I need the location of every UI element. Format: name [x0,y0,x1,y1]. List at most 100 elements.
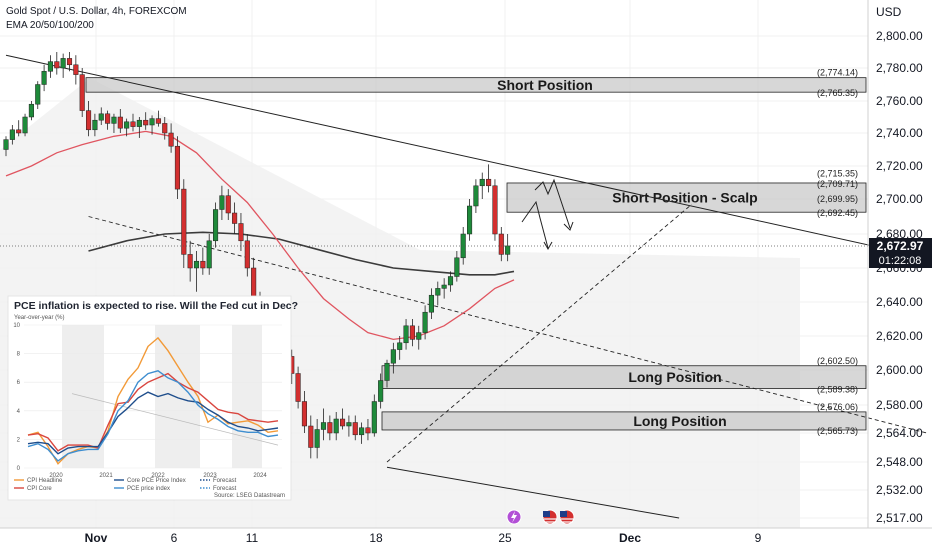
candle [105,110,111,130]
time-tick-label: 9 [755,531,762,545]
candle [47,55,54,78]
candle [479,172,485,199]
price-tick-label: 2,517.00 [876,511,923,525]
candle [320,408,327,441]
trendlines [5,54,927,519]
candle [124,118,130,137]
zone-price-label: (2,699.95) [817,194,858,204]
candle [301,391,307,433]
candle [111,113,117,133]
candle [54,52,60,75]
candle [371,394,377,437]
candle [352,415,358,441]
candle [333,412,339,441]
candle [9,125,15,145]
candle [340,408,346,430]
inset-x-tick: 2022 [151,473,165,479]
candle [22,113,28,137]
last-price-box [869,238,932,268]
inset-legend-label: PCE price index [127,486,170,492]
candle [136,117,142,138]
inset-legend-label: CPI Headline [27,478,63,484]
inset-legend-label: CPI Core [27,486,52,492]
inset-series-line [27,370,279,462]
inset-legend-label: Forecast [213,478,237,484]
candle [295,366,301,409]
candle [41,64,47,92]
candle [397,336,403,360]
candle [3,136,9,157]
price-tick-label: 2,800.00 [876,29,923,43]
zone-price-label: (2,565.73) [817,426,858,436]
candle [181,179,187,268]
candle [435,281,441,306]
candle [200,247,206,275]
candle [28,101,34,121]
inset-band [232,325,262,468]
candle [467,199,473,241]
price-tick-label: 2,720.00 [876,159,923,173]
candle [454,251,460,282]
trade-zone-label: Short Position - Scalp [612,190,757,206]
candle [359,422,365,444]
last-price-badge: 2,672.97 01:22:08 [0,238,932,268]
price-axis[interactable]: 2,800.00 2,780.00 2,760.00 2,740.00 2,720.00… [876,29,923,525]
inset-x-tick: 2023 [203,473,217,479]
candle [219,185,225,220]
time-axis[interactable]: Nov 6 11 18 25 Dec 9 [85,531,762,545]
inset-legend-label: Core PCE Price Index [127,478,186,484]
inset-subtitle: Year-over-year (%) [14,315,64,321]
price-tick-label: 2,680.00 [876,227,923,241]
candle [130,113,136,132]
candle [149,115,155,135]
trendline-lower-downtrend [386,466,680,519]
projection-path-upper [534,178,571,229]
trade-zone-label: Long Position [633,413,726,429]
price-tick-label: 2,740.00 [876,126,923,140]
inset-trendline [71,393,279,446]
candle [117,109,123,133]
inset-band [155,325,200,468]
candle [441,278,447,299]
inset-title: PCE inflation is expected to rise. Will … [14,300,298,312]
currency-label: USD [876,5,902,19]
price-tick-label: 2,580.00 [876,398,923,412]
zone-price-label: (2,589.38) [817,385,858,395]
candle [384,359,390,388]
trade-zone-box [85,77,867,93]
projection-arrowhead-lower [543,241,553,251]
zone-price-label: (2,715.35) [817,169,858,179]
inset-x-tick: 2021 [99,473,113,479]
candle [66,52,73,72]
candle [428,288,434,319]
candle [409,319,415,347]
inset-y-tick: 4 [17,409,21,415]
price-tick-label: 2,780.00 [876,61,923,75]
time-tick-label: Nov [85,531,108,545]
price-tick-label: 2,564.00 [876,426,923,440]
time-tick-label: 11 [246,531,259,545]
zone-price-label: (2,709.71) [817,179,858,189]
trade-zone-label: Short Position [497,77,593,93]
trendline-rising-support-dashed [386,203,693,463]
pce-inflation-inset: PCE inflation is expected to rise. Will … [7,295,298,501]
inset-y-tick: 2 [17,437,21,443]
candle [35,81,41,109]
projection-arrowhead-upper [563,221,574,231]
last-price-value: 2,672.97 [877,239,924,253]
trade-zone-box [381,365,867,389]
zone-price-label: (2,576.06) [817,402,858,412]
candle [416,325,422,350]
candle [327,415,333,441]
candle [193,251,200,292]
inset-series-line [27,391,279,455]
price-tick-label: 2,700.00 [876,192,923,206]
trendline-mid-downtrend-dashed [88,216,927,434]
trade-zone-label: Long Position [628,369,721,385]
inset-x-tick: 2020 [49,473,63,479]
us-flag-canton-2 [560,511,567,517]
price-tick-label: 2,760.00 [876,94,923,108]
price-tick-label: 2,600.00 [876,363,923,377]
economic-events[interactable] [506,509,575,525]
